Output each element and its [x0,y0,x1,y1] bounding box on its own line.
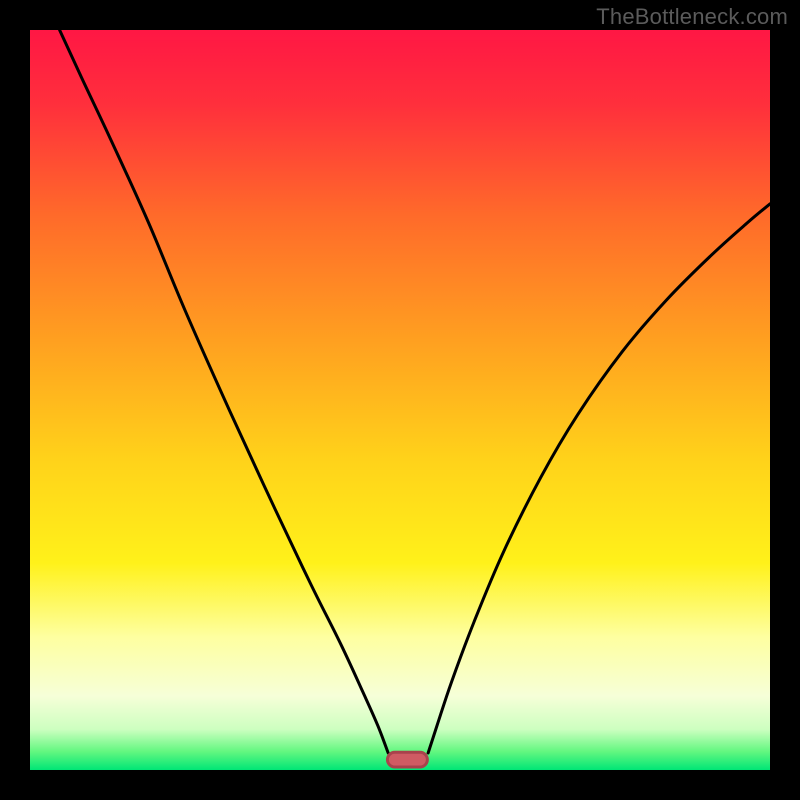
chart-stage: TheBottleneck.com [0,0,800,800]
optimal-marker [387,752,427,767]
bottleneck-chart [0,0,800,800]
plot-gradient [30,30,770,770]
watermark-text: TheBottleneck.com [596,4,788,30]
